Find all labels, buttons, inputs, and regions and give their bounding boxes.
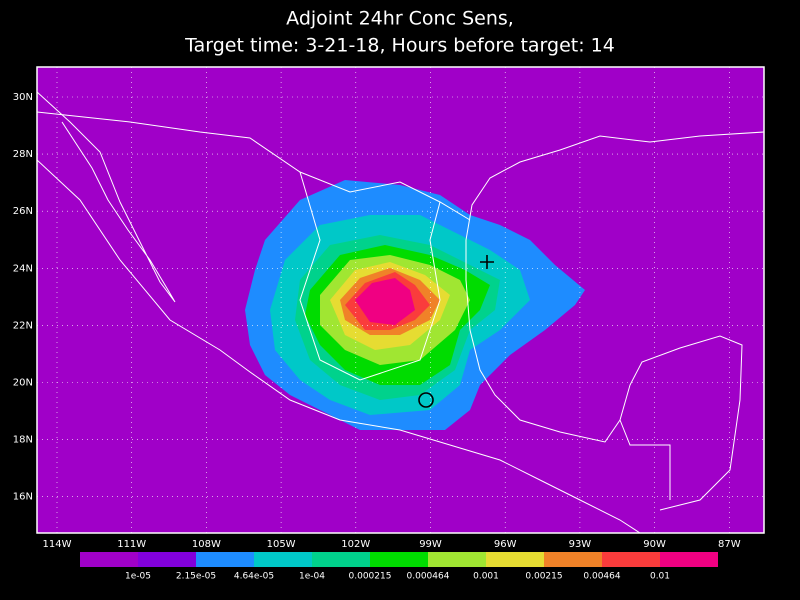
lon-label: 99W	[419, 539, 442, 550]
states	[619, 419, 671, 500]
colorbar-label: 0.00215	[525, 572, 562, 582]
colorbar-label: 0.000215	[349, 572, 392, 582]
title-line1: Adjoint 24hr Conc Sens,	[286, 8, 514, 30]
pacific-coast	[37, 159, 641, 533]
colorbar-label: 0.001	[473, 572, 499, 582]
title-line2: Target time: 3-21-18, Hours before targe…	[184, 35, 615, 57]
lat-label: 30N	[13, 92, 33, 103]
colorbar-swatch	[428, 552, 486, 567]
lat-label: 20N	[13, 378, 33, 389]
lon-label: 96W	[494, 539, 517, 550]
lon-label: 102W	[341, 539, 370, 550]
graticule	[37, 67, 764, 533]
map-frame	[36, 66, 765, 534]
colorbar-label: 0.01	[650, 572, 670, 582]
target-cross	[480, 255, 494, 269]
lat-label: 24N	[13, 263, 33, 274]
lon-label: 114W	[43, 539, 72, 550]
lon-label: 90W	[643, 539, 666, 550]
colorbar-swatch	[544, 552, 602, 567]
colorbar-swatch	[486, 552, 544, 567]
lat-label: 26N	[13, 206, 33, 217]
colorbar: 1e-05 2.15e-05 4.64e-05 1e-04 0.000215 0.0004…	[80, 552, 718, 582]
colorbar-swatch	[312, 552, 370, 567]
colorbar-label: 2.15e-05	[176, 572, 216, 582]
colorbar-label: 0.00464	[583, 572, 620, 582]
states	[299, 171, 441, 381]
baja	[37, 91, 176, 303]
colorbar-label: 4.64e-05	[234, 572, 274, 582]
lon-label: 105W	[267, 539, 296, 550]
lon-label: 87W	[718, 539, 741, 550]
lon-label: 93W	[569, 539, 592, 550]
lat-label: 22N	[13, 320, 33, 331]
source-circle	[418, 392, 434, 408]
sensitivity-field	[245, 180, 585, 430]
colorbar-label: 0.000464	[407, 572, 450, 582]
contour	[355, 278, 415, 325]
colorbar-swatch	[370, 552, 428, 567]
markers	[418, 255, 494, 408]
lat-label: 28N	[13, 149, 33, 160]
lon-label: 111W	[117, 539, 146, 550]
colorbar-label: 1e-05	[125, 572, 151, 582]
colorbar-swatch	[660, 552, 718, 567]
lon-label: 108W	[192, 539, 221, 550]
colorbar-swatch	[196, 552, 254, 567]
colorbar-swatch	[254, 552, 312, 567]
gulf-coast	[465, 131, 764, 511]
colorbar-swatch	[602, 552, 660, 567]
colorbar-label: 1e-04	[299, 572, 325, 582]
lat-label: 18N	[13, 435, 33, 446]
colorbar-swatch	[138, 552, 196, 567]
coastlines	[37, 91, 764, 533]
colorbar-swatch	[80, 552, 138, 567]
lat-label: 16N	[13, 492, 33, 503]
